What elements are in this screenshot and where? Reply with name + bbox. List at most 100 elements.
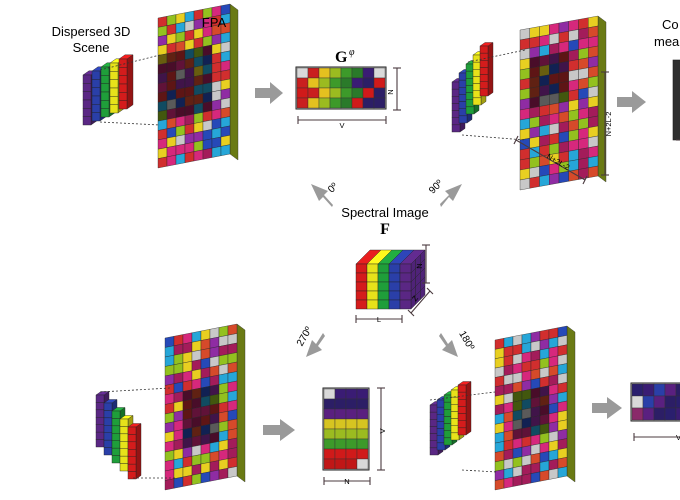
arrow-270deg [306,333,325,357]
g-matrix-cell [664,395,677,409]
stack-slab-cell [451,110,461,118]
fpa-cell [184,20,195,32]
fpa-cell [519,48,530,61]
stack-slab-cell [95,394,105,403]
fpa-cell [557,363,568,375]
stack-slab-cell [451,124,461,133]
fpa-cell [166,98,177,111]
dim-n-cube: N [415,263,424,268]
stack-slab-cell [109,96,119,105]
fpa-cell [209,450,220,463]
fpa-cell [519,118,530,131]
fpa-cell [521,435,532,448]
fpa-cell [220,50,231,63]
fpa-cell [530,406,541,418]
fpa-cell [202,101,213,113]
fpa-cell [175,21,186,34]
stack-slab-cell [479,88,489,97]
stack-slab-cell [91,95,101,105]
stack-slab-cell [479,67,489,75]
g-matrix-cell [356,388,369,400]
fpa-cell [549,122,560,135]
stack-slab-cell [472,54,482,63]
arrow-180deg [439,333,458,357]
fpa-cell [503,364,514,376]
cube-front-cell [388,281,401,292]
fpa-cell [578,57,589,70]
fpa-cell [568,119,579,132]
fpa-cell [549,92,560,105]
g-matrix-cell [323,448,336,460]
g-matrix-cell [345,398,358,410]
fpa-cell [503,392,514,405]
stack-slab-cell [458,108,468,117]
stack-slab-cell [436,421,446,429]
fpa-cell [539,34,550,47]
fpa-cell [166,79,177,92]
fpa-cell [193,102,204,115]
fpa-cell [184,85,195,98]
stack-slab-cell [95,417,105,425]
fpa-cell [529,76,540,89]
g-matrix-cell [318,87,331,99]
g-matrix-cell [631,383,644,397]
g-matrix-cell [340,77,353,89]
fpa-cell [218,411,229,423]
fpa-grid-bottom-left [164,323,246,491]
fpa-cell [521,379,532,392]
fpa-cell [549,32,560,45]
fpa-cell [494,338,505,350]
g-matrix-cell [323,408,336,420]
fpa-cell [166,154,177,167]
fpa-cell [557,428,568,441]
stack-slab-cell [479,74,489,82]
fpa-cell [521,426,532,439]
fpa-cell [164,478,175,491]
fpa-cell [539,104,550,117]
fpa-cell [588,65,599,78]
fpa-cell [182,370,193,383]
fpa-cell [157,62,168,75]
fpa-cell [193,112,204,124]
stack-slab-cell [451,117,461,126]
dim-n-bottom: N [344,477,349,486]
fpa-cell [227,361,238,374]
stack-slab-cell [458,101,468,109]
dispersed-scene-stack-top-right [451,42,494,133]
fpa-cell [184,95,195,107]
fpa-cell [166,23,177,36]
g-matrix-cell [307,77,320,89]
spectral-image-symbol: F [380,221,390,238]
fpa-cell [530,471,541,484]
g-matrix-cell [323,388,336,400]
dispersed-scene-label-line2: Scene [73,40,110,55]
fpa-cell [588,55,599,68]
fpa-cell [521,445,532,457]
stack-slab-cell [465,92,475,100]
fpa-cell [220,135,231,147]
g-matrix-cell [318,67,331,79]
fpa-cell [539,174,550,187]
fpa-cell [182,399,193,411]
stack-slab-cell [443,394,453,403]
fpa-cell [588,35,599,48]
fpa-cell [218,392,229,404]
fpa-cell [175,68,186,81]
fpa-cell [200,357,211,370]
g-matrix-cell [334,398,347,410]
fpa-cell [530,377,541,390]
fpa-cell [588,95,599,108]
fpa-cell [539,64,550,77]
fpa-cell [220,41,231,53]
stack-slab-cell [472,90,482,99]
stack-slab-cell [100,75,110,84]
fpa-cell [200,471,211,484]
fpa-cell [191,368,202,381]
fpa-cell [209,384,220,396]
fpa-cell [193,84,204,96]
stack-slab-cell [429,433,439,441]
fpa-cell [512,409,523,422]
g-matrix-cell [334,408,347,420]
fpa-cell [200,443,211,455]
fpa-cell [529,36,540,49]
